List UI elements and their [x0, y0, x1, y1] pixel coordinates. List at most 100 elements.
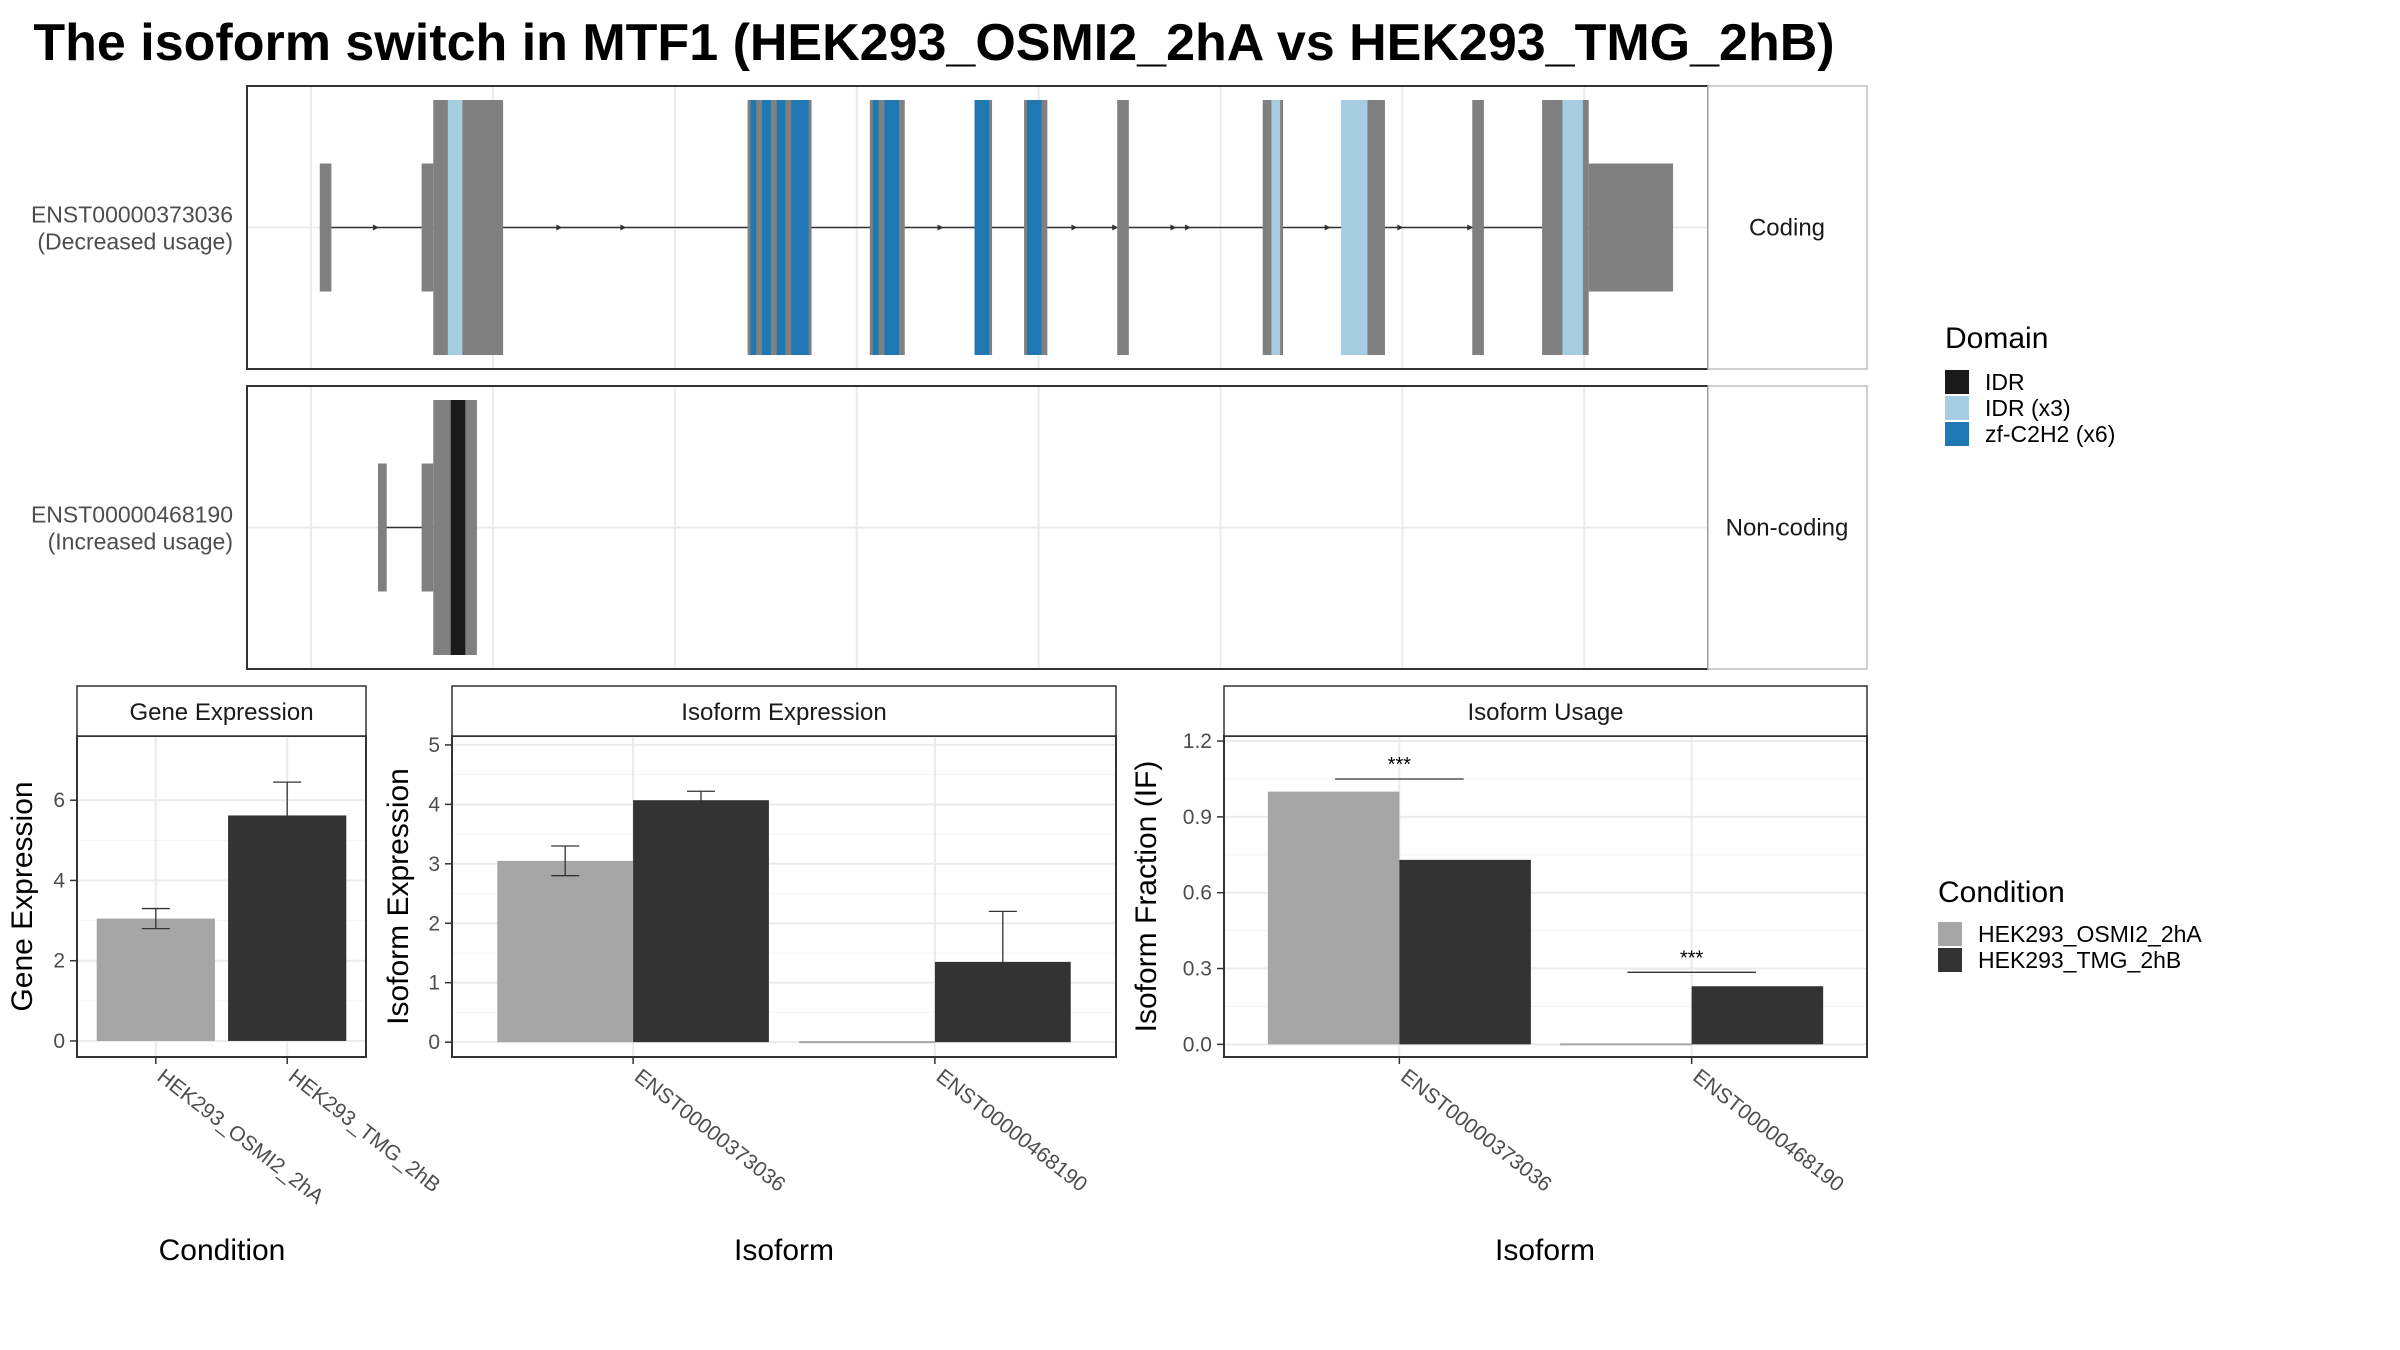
y-tick-label: 4: [428, 793, 440, 816]
legend-swatch: [1938, 948, 1962, 972]
legend-swatch: [1938, 922, 1962, 946]
legend-swatch: [1945, 422, 1969, 446]
x-tick-label: ENST00000468190: [1689, 1065, 1849, 1197]
expression-bar-charts: Gene Expression0246HEK293_OSMI2_2hAHEK29…: [6, 685, 1868, 1267]
direction-arrow: [937, 224, 944, 231]
bar-chart-panel-0: Gene Expression0246HEK293_OSMI2_2hAHEK29…: [6, 685, 445, 1267]
isoform-usage-label: (Increased usage): [48, 529, 233, 555]
y-axis-title: Isoform Fraction (IF): [1130, 761, 1163, 1033]
x-tick-label: ENST00000468190: [932, 1065, 1092, 1197]
isoform-id-label: ENST00000468190: [31, 502, 233, 528]
bar: [633, 800, 769, 1043]
domain-block: [884, 100, 899, 355]
strip-label: Gene Expression: [129, 699, 313, 726]
exon-block: [433, 100, 504, 355]
y-tick-label: 0.9: [1183, 806, 1212, 829]
domain-block: [1562, 100, 1583, 355]
bar: [96, 918, 215, 1041]
domain-block: [447, 100, 463, 355]
y-tick-label: 0: [428, 1031, 440, 1054]
strip-label: Isoform Usage: [1467, 699, 1623, 726]
bar: [1399, 859, 1531, 1045]
bar-chart-panel-2: *** *** Isoform Usage 0.0 0.3 0.6 0.9 1.2 ENST00…: [1130, 685, 1868, 1267]
strip-box: [451, 685, 1117, 737]
x-axis-title: Condition: [159, 1234, 286, 1267]
legend-swatch: [1945, 396, 1969, 420]
legend-label: IDR: [1985, 369, 2025, 395]
direction-arrow: [1112, 224, 1119, 231]
legend-label: IDR (x3): [1985, 395, 2071, 421]
domain-block: [450, 400, 466, 655]
bar: [1267, 791, 1400, 1045]
isoform-id-label: ENST00000373036: [31, 202, 233, 228]
exon-block: [319, 163, 332, 292]
exon-block: [1588, 163, 1674, 292]
isoform-usage-label: (Decreased usage): [37, 229, 233, 255]
direction-arrow: [1324, 224, 1331, 231]
legend-label: HEK293_TMG_2hB: [1978, 947, 2181, 973]
direction-arrow: [1170, 224, 1177, 231]
y-tick-label: 0.3: [1183, 958, 1212, 981]
y-tick-label: 6: [53, 789, 65, 812]
strip-box: [1707, 385, 1868, 670]
legend-title: Domain: [1945, 322, 2048, 355]
exon-block: [377, 463, 387, 592]
strip-box: [1223, 685, 1868, 737]
direction-arrow: [1184, 224, 1191, 231]
domain-block: [1026, 100, 1042, 355]
y-tick-label: 0: [53, 1030, 65, 1053]
y-tick-label: 2: [53, 950, 65, 973]
significance-label: ***: [1388, 754, 1412, 776]
domain-block: [1271, 100, 1281, 355]
y-axis-title: Gene Expression: [6, 781, 39, 1011]
direction-arrow: [1397, 224, 1404, 231]
strip-box: [76, 685, 367, 737]
y-tick-label: 1.2: [1183, 730, 1212, 753]
strip-box: [1707, 85, 1868, 370]
domain-block: [750, 100, 757, 355]
bar: [1691, 986, 1824, 1045]
direction-arrow: [556, 224, 563, 231]
y-tick-label: 1: [428, 972, 440, 995]
legend-label: HEK293_OSMI2_2hA: [1978, 921, 2202, 947]
y-tick-label: 0.6: [1183, 882, 1212, 905]
transcript-structure-plot: Coding ENST00000373036(Decreased usage) No…: [31, 85, 1868, 670]
strip-label: Non-coding: [1726, 515, 1849, 542]
x-axis-title: Isoform: [1495, 1234, 1595, 1267]
legend-title: Condition: [1938, 876, 2065, 909]
domain-block: [872, 100, 879, 355]
y-tick-label: 2: [428, 912, 440, 935]
direction-arrow: [620, 224, 627, 231]
x-tick-label: ENST00000373036: [630, 1065, 790, 1197]
y-tick-label: 4: [53, 869, 65, 892]
domain-block: [974, 100, 990, 355]
bar-chart-panel-1: Isoform Expression 0 1 2 3 4 5 ENST00000373036 E…: [382, 685, 1117, 1267]
figure-title: The isoform switch in MTF1 (HEK293_OSMI2…: [33, 14, 1834, 72]
domain-block: [762, 100, 771, 355]
significance-label: ***: [1680, 947, 1704, 969]
exon-block: [1117, 100, 1129, 355]
y-axis-title: Isoform Expression: [382, 768, 415, 1025]
exon-block: [421, 163, 434, 292]
strip-label: Coding: [1749, 215, 1825, 242]
x-axis-title: Isoform: [734, 1234, 834, 1267]
domain-block: [791, 100, 809, 355]
strip-label: Isoform Expression: [681, 699, 886, 726]
legend-label: zf-C2H2 (x6): [1985, 421, 2115, 447]
exon-block: [421, 463, 434, 592]
direction-arrow: [372, 224, 379, 231]
legend-swatch: [1945, 370, 1969, 394]
direction-arrow: [1467, 224, 1474, 231]
domain-block: [776, 100, 786, 355]
y-tick-label: 3: [428, 853, 440, 876]
bar: [497, 860, 634, 1043]
bar: [228, 815, 347, 1041]
y-tick-label: 5: [428, 734, 440, 757]
y-tick-label: 0.0: [1183, 1033, 1212, 1056]
direction-arrow: [1071, 224, 1078, 231]
x-tick-label: ENST00000373036: [1396, 1065, 1556, 1197]
exon-block: [1472, 100, 1484, 355]
